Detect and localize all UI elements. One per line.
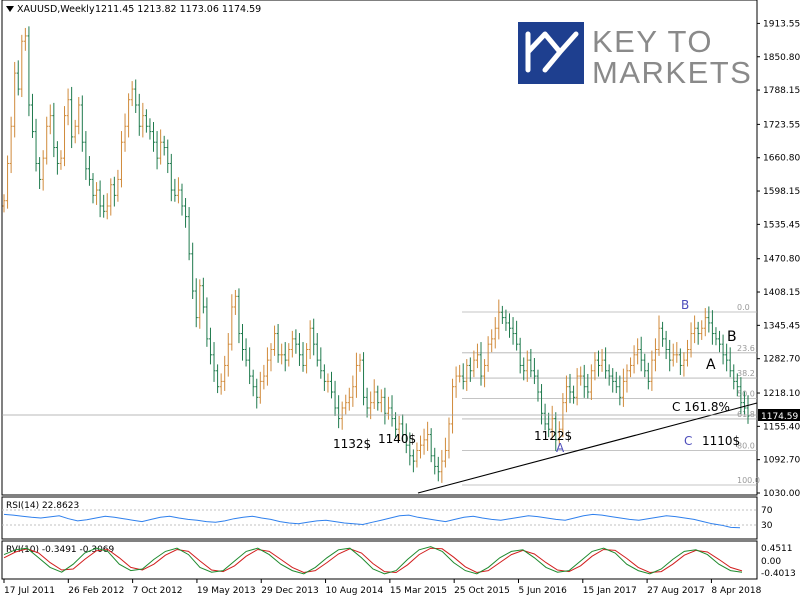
last-price-box-bg — [758, 409, 800, 421]
y-tick-label: 1218.10 — [763, 389, 800, 399]
price-note-1140: 1140$ — [378, 432, 416, 446]
rvi-signal-line — [3, 547, 743, 574]
rvi-tick-zero: 0.00 — [761, 557, 781, 567]
wave-label-a-blue: A — [556, 441, 565, 455]
logo-line1: KEY TO — [592, 24, 713, 59]
x-tick-label: 17 Jul 2011 — [4, 586, 55, 596]
rsi-title: RSI(14) 22.8623 — [6, 501, 79, 511]
y-tick-label: 1598.15 — [763, 187, 800, 197]
x-tick-label: 26 Feb 2012 — [68, 586, 124, 596]
rvi-tick-top: 0.4511 — [761, 544, 793, 554]
rvi-title: RVI(10) -0.3491 -0.3069 — [6, 545, 115, 555]
y-tick-label: 1030.00 — [763, 489, 800, 499]
symbol-title: XAUUSD,Weekly — [17, 4, 95, 15]
x-tick-label: 15 Mar 2015 — [390, 586, 447, 596]
price-note-1132: 1132$ — [333, 437, 371, 451]
rsi-line — [3, 513, 741, 529]
support-trendline — [417, 402, 758, 494]
x-tick-label: 15 Jan 2017 — [583, 586, 637, 596]
wave-label-c-fib: C 161.8% — [672, 400, 730, 414]
rvi-main-line — [3, 546, 743, 575]
logo-line2: MARKETS — [592, 55, 752, 90]
rsi-tick-30: 30 — [761, 521, 773, 531]
fib-level-label: 38.2 — [737, 369, 755, 378]
y-tick-label: 1092.70 — [763, 456, 800, 466]
fibonacci-retracement: 0.0 23.6 38.2 50.0 61.8 80.0 100.0 — [462, 303, 760, 486]
x-tick-label: 10 Aug 2014 — [326, 586, 384, 596]
x-tick-label: 25 Oct 2015 — [454, 586, 510, 596]
chart-header: XAUUSD,Weekly 1211.45 1213.82 1173.06 11… — [6, 4, 261, 15]
x-tick-label: 19 May 2013 — [197, 586, 256, 596]
y-tick-label: 1470.80 — [763, 255, 800, 265]
y-tick-label: 1913.55 — [763, 19, 800, 29]
wave-label-b-blue: B — [681, 298, 689, 312]
rsi-panel-frame — [1, 496, 758, 540]
ohlc-values: 1211.45 1213.82 1173.06 1174.59 — [95, 4, 261, 15]
last-price-value: 1174.59 — [761, 412, 798, 422]
rsi-panel: RSI(14) 22.8623 70 30 — [2, 501, 773, 531]
x-axis: 17 Jul 2011 26 Feb 2012 7 Oct 2012 19 May 2… — [3, 579, 762, 596]
x-tick-label: 27 Aug 2017 — [647, 586, 705, 596]
main-panel-frame — [1, 0, 758, 496]
price-note-1110: 1110$ — [702, 434, 740, 448]
x-tick-label: 7 Oct 2012 — [133, 586, 183, 596]
wave-label-a: A — [706, 357, 716, 373]
fib-level-label: 23.6 — [737, 344, 755, 353]
rvi-panel: RVI(10) -0.3491 -0.3069 0.4511 0.00 -0.4… — [3, 544, 796, 579]
wave-label-b: B — [727, 329, 737, 345]
last-price-box: 1174.59 — [758, 409, 800, 422]
fib-level-label: 80.0 — [737, 441, 755, 450]
y-tick-label: 1282.70 — [763, 355, 800, 365]
trend-lines — [2, 402, 758, 494]
y-tick-label: 1788.15 — [763, 86, 800, 96]
y-tick-label: 1345.45 — [763, 321, 800, 331]
fib-level-label: 0.0 — [737, 303, 750, 312]
ohlc-bars — [2, 26, 750, 483]
y-tick-label: 1660.80 — [763, 154, 800, 164]
price-note-1122: 1122$ — [534, 429, 572, 443]
x-tick-label: 8 Apr 2018 — [711, 586, 761, 596]
key-to-markets-logo: KEY TO MARKETS — [518, 22, 752, 90]
rvi-panel-frame — [1, 540, 758, 580]
y-tick-label: 1535.45 — [763, 220, 800, 230]
rsi-tick-70: 70 — [761, 506, 773, 516]
y-tick-label: 1408.15 — [763, 288, 800, 298]
y-tick-label: 1723.55 — [763, 120, 800, 130]
wave-annotations: B B A C 161.8% C 1110$ A 1122$ 1132$ 114… — [333, 298, 740, 455]
fib-level-label: 61.8 — [737, 410, 755, 419]
fib-level-label: 50.0 — [737, 390, 755, 399]
wave-label-c-blue: C — [684, 434, 692, 448]
logo-k-glyph — [525, 31, 579, 73]
dropdown-triangle-icon[interactable] — [6, 6, 14, 12]
x-tick-label: 29 Dec 2013 — [261, 586, 319, 596]
fib-level-label: 100.0 — [737, 476, 760, 485]
y-axis: 1913.55 1850.80 1788.15 1723.55 1660.80 1598.… — [757, 19, 800, 499]
y-tick-label: 1850.80 — [763, 53, 800, 63]
y-tick-label: 1155.40 — [763, 422, 800, 432]
x-tick-label: 5 Jun 2016 — [518, 586, 567, 596]
rvi-tick-bottom: -0.4013 — [761, 569, 796, 579]
